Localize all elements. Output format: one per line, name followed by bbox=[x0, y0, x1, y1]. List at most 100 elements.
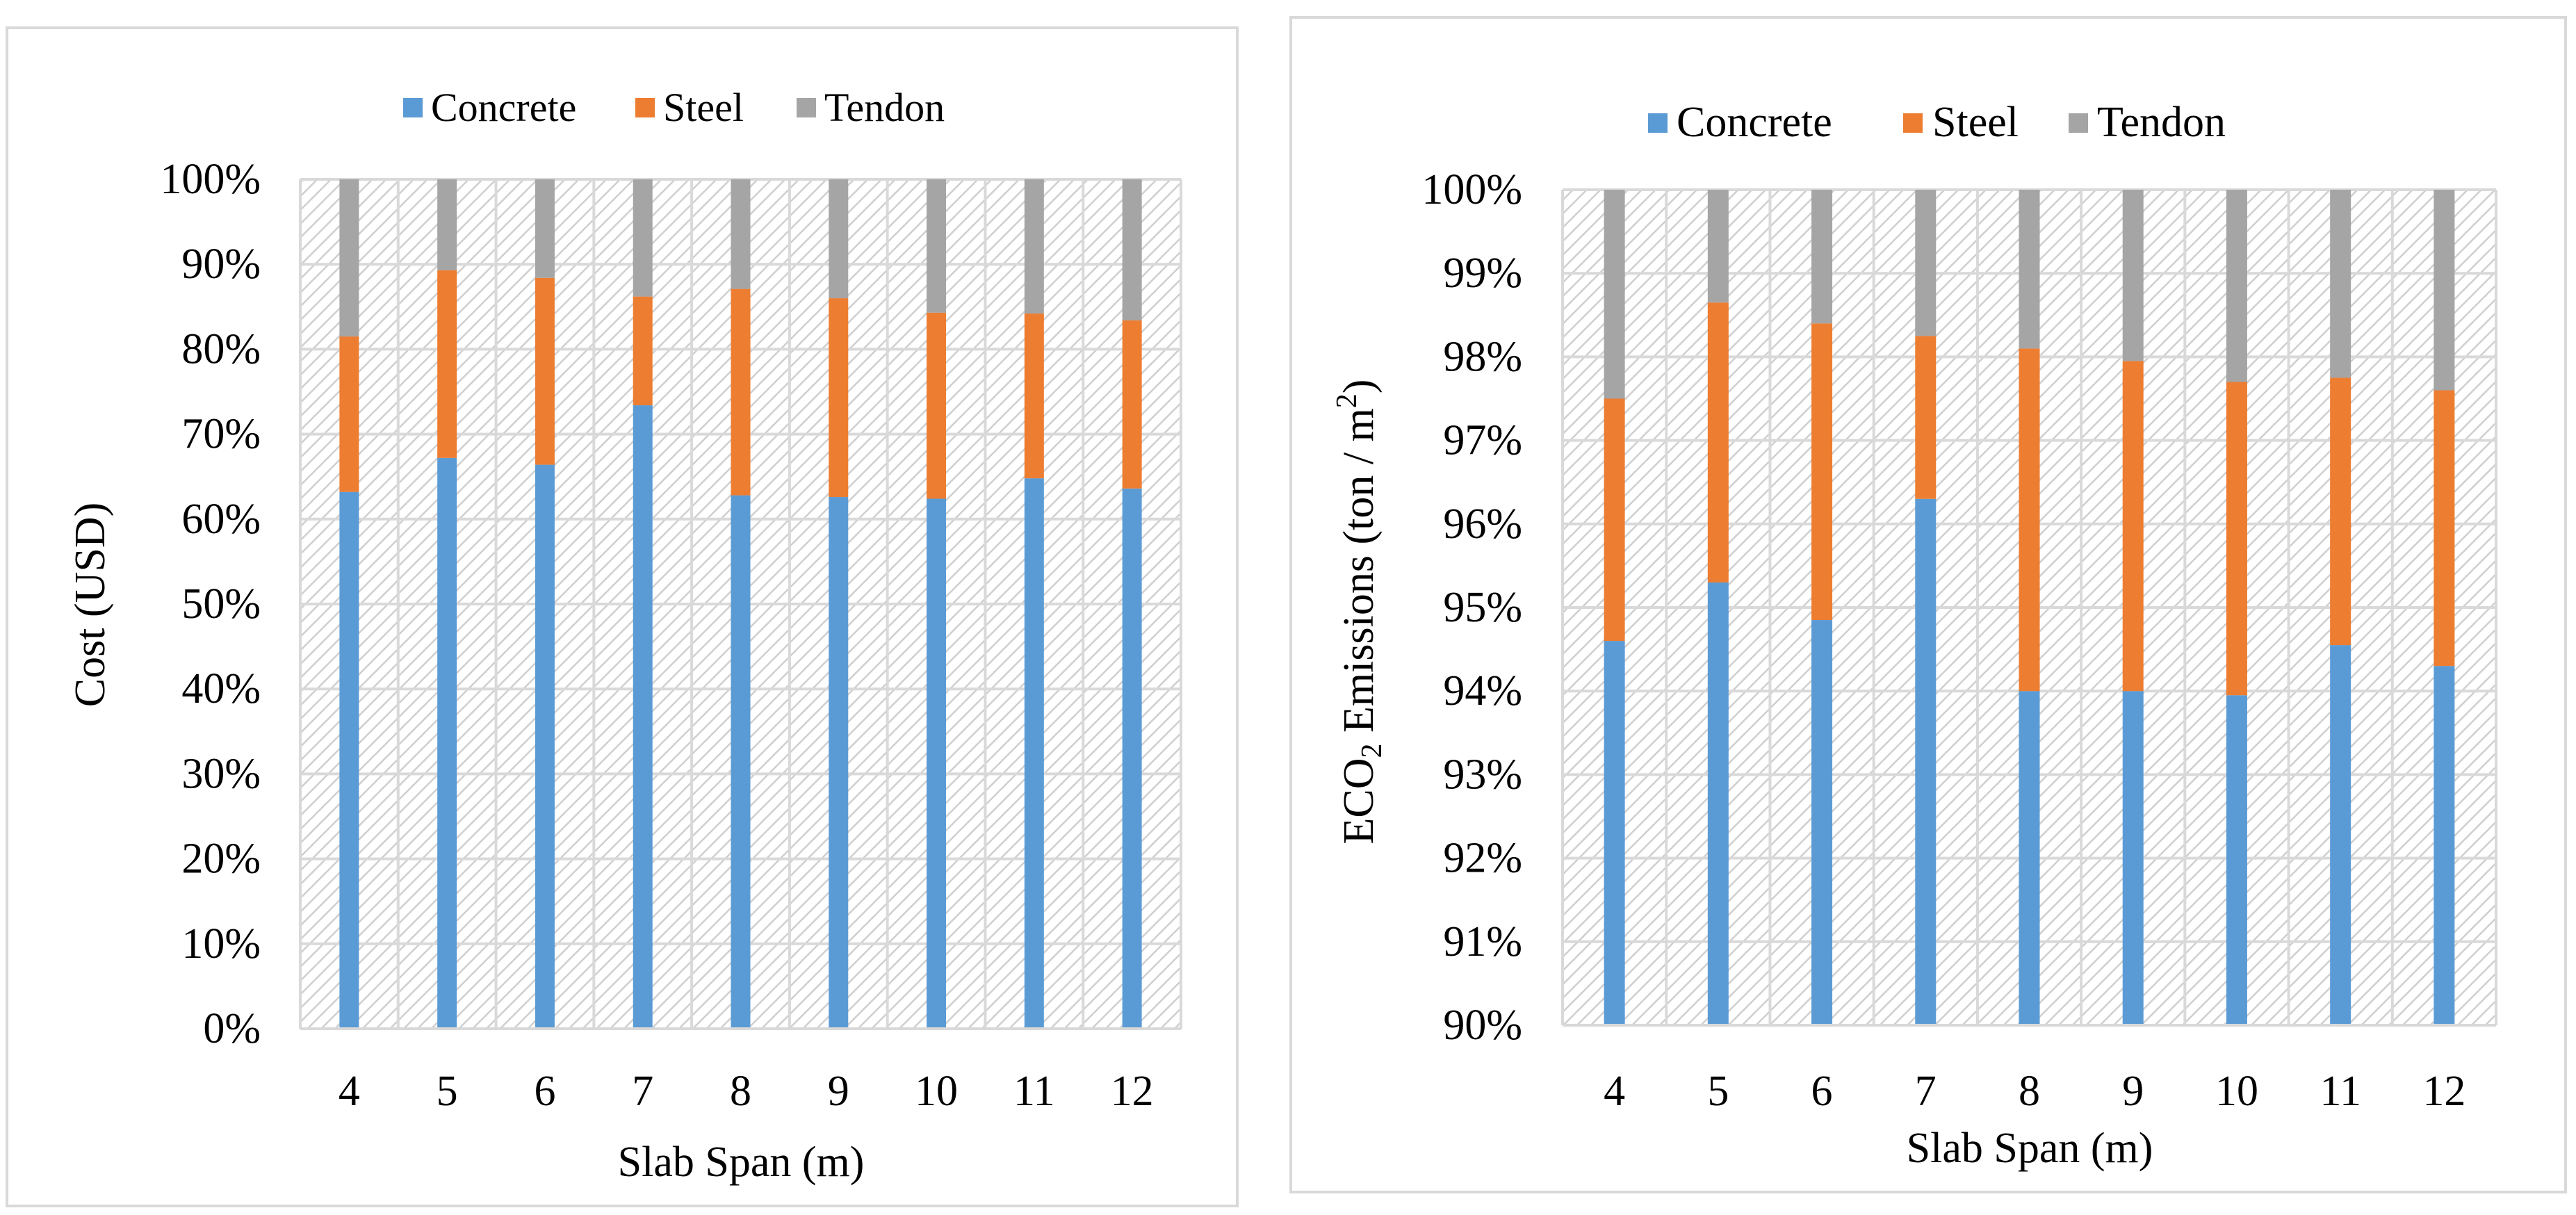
cost-bar-tendon-12 bbox=[1122, 179, 1142, 320]
cost-y-tick-label: 90% bbox=[181, 240, 261, 288]
emissions-y-tick-label: 91% bbox=[1443, 918, 1522, 965]
cost-legend-label-tendon: Tendon bbox=[824, 85, 945, 130]
cost-bar-tendon-10 bbox=[927, 179, 947, 313]
emissions-bar-concrete-9 bbox=[2122, 691, 2144, 1025]
cost-x-tick-label: 11 bbox=[1013, 1068, 1055, 1115]
emissions-y-tick-label: 94% bbox=[1443, 667, 1522, 715]
emissions-x-tick-label: 4 bbox=[1604, 1068, 1625, 1115]
cost-chart-panel: 0% 10% 20% 30% 40% 50% 60% 70% 80% 90% 100% 4 5 6 7 8 9… bbox=[6, 26, 1239, 1207]
cost-bar-steel-10 bbox=[927, 312, 947, 499]
cost-y-tick-label: 20% bbox=[181, 835, 261, 883]
emissions-y-axis-label: ECO2 Emissions (ton / m2) bbox=[1331, 380, 1388, 845]
emissions-bar-steel-9 bbox=[2122, 361, 2144, 692]
emissions-x-tick-label: 7 bbox=[1915, 1068, 1937, 1115]
emissions-y-tick-label: 90% bbox=[1443, 1002, 1522, 1049]
emissions-x-tick-label: 12 bbox=[2422, 1068, 2465, 1115]
cost-legend-label-concrete: Concrete bbox=[431, 85, 576, 130]
emissions-y-tick-label: 93% bbox=[1443, 751, 1522, 798]
cost-bar-concrete-11 bbox=[1024, 478, 1044, 1029]
emissions-legend-swatch-steel bbox=[1903, 113, 1923, 133]
emissions-y-tick-label: 95% bbox=[1443, 584, 1522, 631]
cost-bar-tendon-9 bbox=[829, 179, 849, 299]
emissions-bar-steel-10 bbox=[2226, 382, 2247, 696]
emissions-bar-steel-5 bbox=[1707, 302, 1729, 582]
cost-bar-steel-4 bbox=[339, 336, 359, 492]
emissions-y-tick-label: 100% bbox=[1421, 166, 1522, 213]
emissions-legend-swatch-tendon bbox=[2069, 113, 2088, 133]
cost-y-tick-label: 80% bbox=[181, 325, 261, 373]
cost-x-tick-label: 4 bbox=[339, 1068, 360, 1115]
cost-bar-tendon-7 bbox=[633, 179, 653, 297]
cost-y-tick-label: 60% bbox=[181, 496, 261, 543]
cost-y-tick-label: 50% bbox=[181, 580, 261, 628]
cost-bar-steel-11 bbox=[1024, 313, 1044, 479]
emissions-legend-label-tendon: Tendon bbox=[2097, 99, 2226, 146]
cost-y-tick-label: 40% bbox=[181, 665, 261, 712]
cost-bar-concrete-4 bbox=[339, 491, 359, 1029]
emissions-y-tick-label: 96% bbox=[1443, 500, 1522, 548]
emissions-bar-concrete-7 bbox=[1915, 498, 1937, 1025]
emissions-bar-concrete-8 bbox=[2019, 691, 2040, 1025]
emissions-bar-steel-7 bbox=[1915, 336, 1937, 499]
emissions-x-tick-label: 5 bbox=[1707, 1068, 1729, 1115]
emissions-y-label-sup: 2 bbox=[1331, 393, 1363, 408]
cost-bar-concrete-8 bbox=[731, 495, 751, 1029]
cost-legend-swatch-steel bbox=[635, 98, 655, 117]
emissions-y-label-main: ECO bbox=[1335, 758, 1383, 844]
cost-legend-swatch-tendon bbox=[797, 98, 816, 117]
emissions-y-label-close: ) bbox=[1335, 380, 1383, 394]
cost-bar-concrete-10 bbox=[927, 498, 947, 1029]
emissions-legend-swatch-concrete bbox=[1648, 113, 1668, 133]
emissions-x-axis-label: Slab Span (m) bbox=[1907, 1125, 2153, 1172]
cost-x-tick-label: 8 bbox=[730, 1068, 751, 1115]
cost-bar-steel-9 bbox=[829, 298, 849, 498]
cost-y-tick-label: 70% bbox=[181, 411, 261, 458]
cost-legend-swatch-concrete bbox=[403, 98, 423, 117]
cost-bar-concrete-9 bbox=[829, 497, 849, 1029]
emissions-bar-tendon-8 bbox=[2019, 190, 2040, 349]
cost-x-tick-label: 6 bbox=[534, 1068, 555, 1115]
emissions-bar-tendon-4 bbox=[1604, 190, 1625, 399]
emissions-y-tick-label: 99% bbox=[1443, 250, 1522, 297]
cost-bar-tendon-8 bbox=[731, 179, 751, 289]
emissions-x-tick-label: 10 bbox=[2215, 1068, 2258, 1115]
emissions-y-tick-label: 97% bbox=[1443, 417, 1522, 464]
cost-bar-steel-8 bbox=[731, 288, 751, 496]
cost-x-tick-label: 7 bbox=[632, 1068, 653, 1115]
emissions-bar-steel-6 bbox=[1811, 323, 1833, 621]
emissions-x-tick-label: 8 bbox=[2019, 1068, 2040, 1115]
cost-bar-concrete-7 bbox=[633, 405, 653, 1029]
cost-x-tick-label: 12 bbox=[1111, 1068, 1154, 1115]
emissions-y-tick-label: 98% bbox=[1443, 333, 1522, 380]
emissions-bar-tendon-5 bbox=[1707, 190, 1729, 303]
emissions-x-tick-label: 6 bbox=[1811, 1068, 1833, 1115]
emissions-bar-concrete-11 bbox=[2330, 645, 2351, 1025]
cost-y-tick-label: 100% bbox=[160, 156, 261, 203]
emissions-bar-concrete-6 bbox=[1811, 620, 1833, 1025]
emissions-bar-tendon-12 bbox=[2434, 190, 2455, 391]
emissions-bar-tendon-7 bbox=[1915, 190, 1937, 336]
emissions-bar-concrete-5 bbox=[1707, 582, 1729, 1025]
cost-bar-steel-5 bbox=[437, 270, 457, 458]
emissions-bar-tendon-9 bbox=[2122, 190, 2144, 361]
emissions-y-label-sub: 2 bbox=[1356, 743, 1388, 758]
cost-x-axis-label: Slab Span (m) bbox=[618, 1139, 865, 1186]
emissions-x-tick-label: 11 bbox=[2320, 1068, 2361, 1115]
cost-bar-steel-7 bbox=[633, 296, 653, 406]
emissions-x-tick-label: 9 bbox=[2122, 1068, 2144, 1115]
emissions-bar-steel-12 bbox=[2434, 390, 2455, 667]
emissions-y-tick-label: 92% bbox=[1443, 835, 1522, 882]
emissions-bar-steel-8 bbox=[2019, 348, 2040, 692]
cost-x-tick-label: 9 bbox=[828, 1068, 849, 1115]
emissions-bar-steel-11 bbox=[2330, 377, 2351, 646]
cost-y-tick-label: 10% bbox=[181, 920, 261, 968]
cost-bar-tendon-6 bbox=[535, 179, 555, 278]
cost-bar-concrete-5 bbox=[437, 457, 457, 1029]
cost-legend: Concrete Steel Tendon bbox=[403, 85, 945, 130]
emissions-chart-panel: 90% 91% 92% 93% 94% 95% 96% 97% 98% 99% 100% 4 5 6 7 8… bbox=[1289, 16, 2567, 1193]
emissions-legend-label-steel: Steel bbox=[1932, 99, 2019, 146]
emissions-bar-tendon-6 bbox=[1811, 190, 1833, 324]
emissions-bar-concrete-4 bbox=[1604, 641, 1625, 1025]
emissions-bar-concrete-10 bbox=[2226, 695, 2247, 1025]
